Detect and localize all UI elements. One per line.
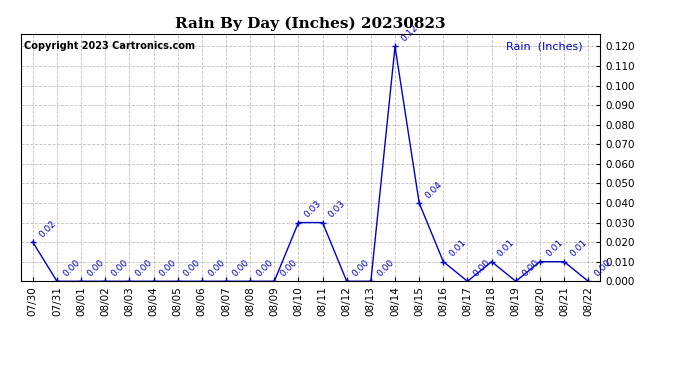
- Text: 0.00: 0.00: [520, 258, 540, 279]
- Text: 0.00: 0.00: [593, 258, 613, 279]
- Text: 0.00: 0.00: [206, 258, 226, 279]
- Text: 0.00: 0.00: [110, 258, 130, 279]
- Text: 0.01: 0.01: [569, 238, 589, 259]
- Text: Rain  (Inches): Rain (Inches): [506, 41, 583, 51]
- Text: 0.00: 0.00: [61, 258, 81, 279]
- Text: 0.12: 0.12: [400, 23, 420, 44]
- Text: 0.00: 0.00: [279, 258, 299, 279]
- Text: 0.00: 0.00: [158, 258, 178, 279]
- Text: 0.01: 0.01: [448, 238, 468, 259]
- Text: 0.00: 0.00: [255, 258, 275, 279]
- Text: 0.01: 0.01: [496, 238, 516, 259]
- Text: 0.00: 0.00: [86, 258, 106, 279]
- Text: 0.01: 0.01: [544, 238, 564, 259]
- Text: Copyright 2023 Cartronics.com: Copyright 2023 Cartronics.com: [23, 41, 195, 51]
- Text: 0.04: 0.04: [424, 180, 444, 200]
- Text: 0.00: 0.00: [375, 258, 395, 279]
- Text: 0.03: 0.03: [303, 199, 323, 220]
- Text: 0.00: 0.00: [182, 258, 202, 279]
- Text: 0.00: 0.00: [134, 258, 154, 279]
- Text: 0.00: 0.00: [351, 258, 371, 279]
- Text: 0.02: 0.02: [37, 219, 57, 239]
- Text: 0.00: 0.00: [472, 258, 492, 279]
- Title: Rain By Day (Inches) 20230823: Rain By Day (Inches) 20230823: [175, 17, 446, 31]
- Text: 0.03: 0.03: [327, 199, 347, 220]
- Text: 0.00: 0.00: [230, 258, 250, 279]
